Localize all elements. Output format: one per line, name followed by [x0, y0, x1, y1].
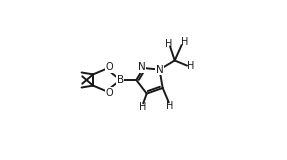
Text: H: H	[166, 101, 173, 111]
Text: H: H	[165, 39, 172, 48]
Text: B: B	[117, 75, 124, 85]
Text: N: N	[138, 62, 146, 72]
Text: H: H	[181, 37, 189, 47]
Text: N: N	[156, 65, 163, 75]
Text: O: O	[105, 62, 113, 72]
Text: H: H	[139, 102, 146, 112]
Text: O: O	[105, 88, 113, 98]
Text: H: H	[187, 61, 194, 71]
